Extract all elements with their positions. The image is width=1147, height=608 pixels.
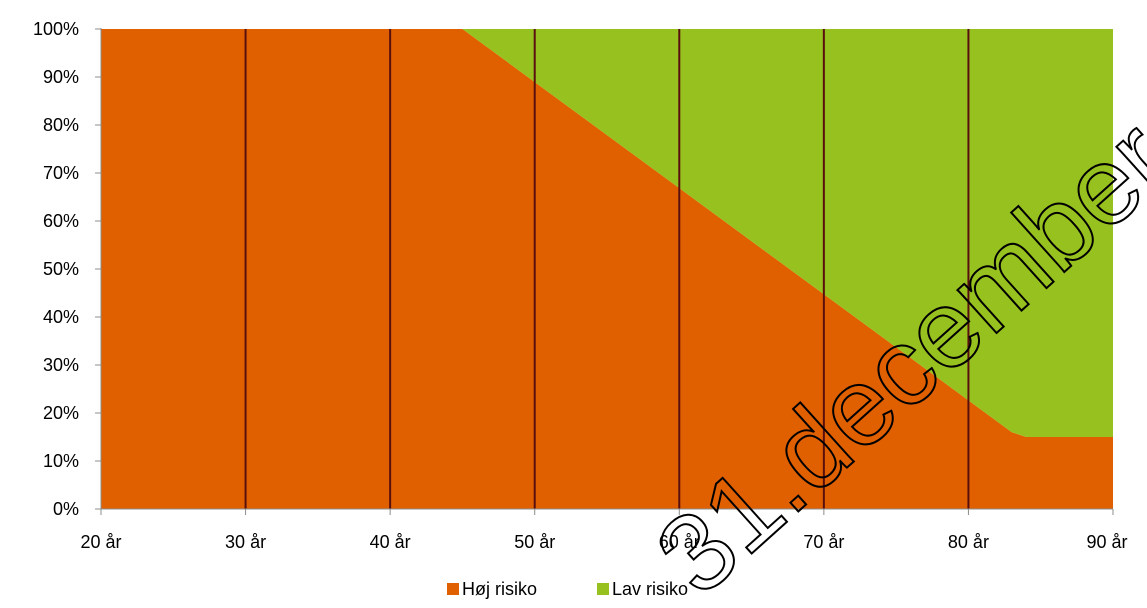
areas-layer [101, 29, 1113, 509]
y-tick-label: 0% [53, 499, 79, 519]
y-tick-label: 40% [43, 307, 79, 327]
y-tick-label: 90% [43, 67, 79, 87]
area-series-1 [101, 29, 1113, 437]
legend-swatch-1 [597, 583, 609, 595]
x-tick-labels: 20 år 30 år 40 år 50 år 60 år 70 år 80 år 90 år [80, 532, 1127, 552]
y-tick-label: 80% [43, 115, 79, 135]
y-tick-label: 30% [43, 355, 79, 375]
x-tick-label: 80 år [948, 532, 989, 552]
x-tick-label: 70 år [803, 532, 844, 552]
y-tick-label: 50% [43, 259, 79, 279]
legend-label: Høj risiko [462, 579, 537, 599]
x-tick-label: 50 år [514, 532, 555, 552]
y-tick-label: 20% [43, 403, 79, 423]
legend-label: Lav risiko [612, 579, 688, 599]
legend: Høj risiko Lav risiko [447, 579, 688, 599]
area-series-0 [101, 29, 1113, 509]
y-tick-label: 70% [43, 163, 79, 183]
x-tick-label: 90 år [1086, 532, 1127, 552]
vertical-lines-layer [244, 29, 970, 509]
axes-layer [95, 28, 1114, 515]
y-tick-labels: 0% 10% 20% 30% 40% 50% 60% 70% 80% 90% 100% [33, 19, 79, 519]
x-tick-label: 40 år [370, 532, 411, 552]
legend-swatch-0 [447, 583, 459, 595]
x-tick-label: 30 år [225, 532, 266, 552]
y-tick-label: 60% [43, 211, 79, 231]
y-tick-label: 100% [33, 19, 79, 39]
x-tick-label: 20 år [80, 532, 121, 552]
x-tick-label: 60 år [659, 532, 700, 552]
y-tick-label: 10% [43, 451, 79, 471]
